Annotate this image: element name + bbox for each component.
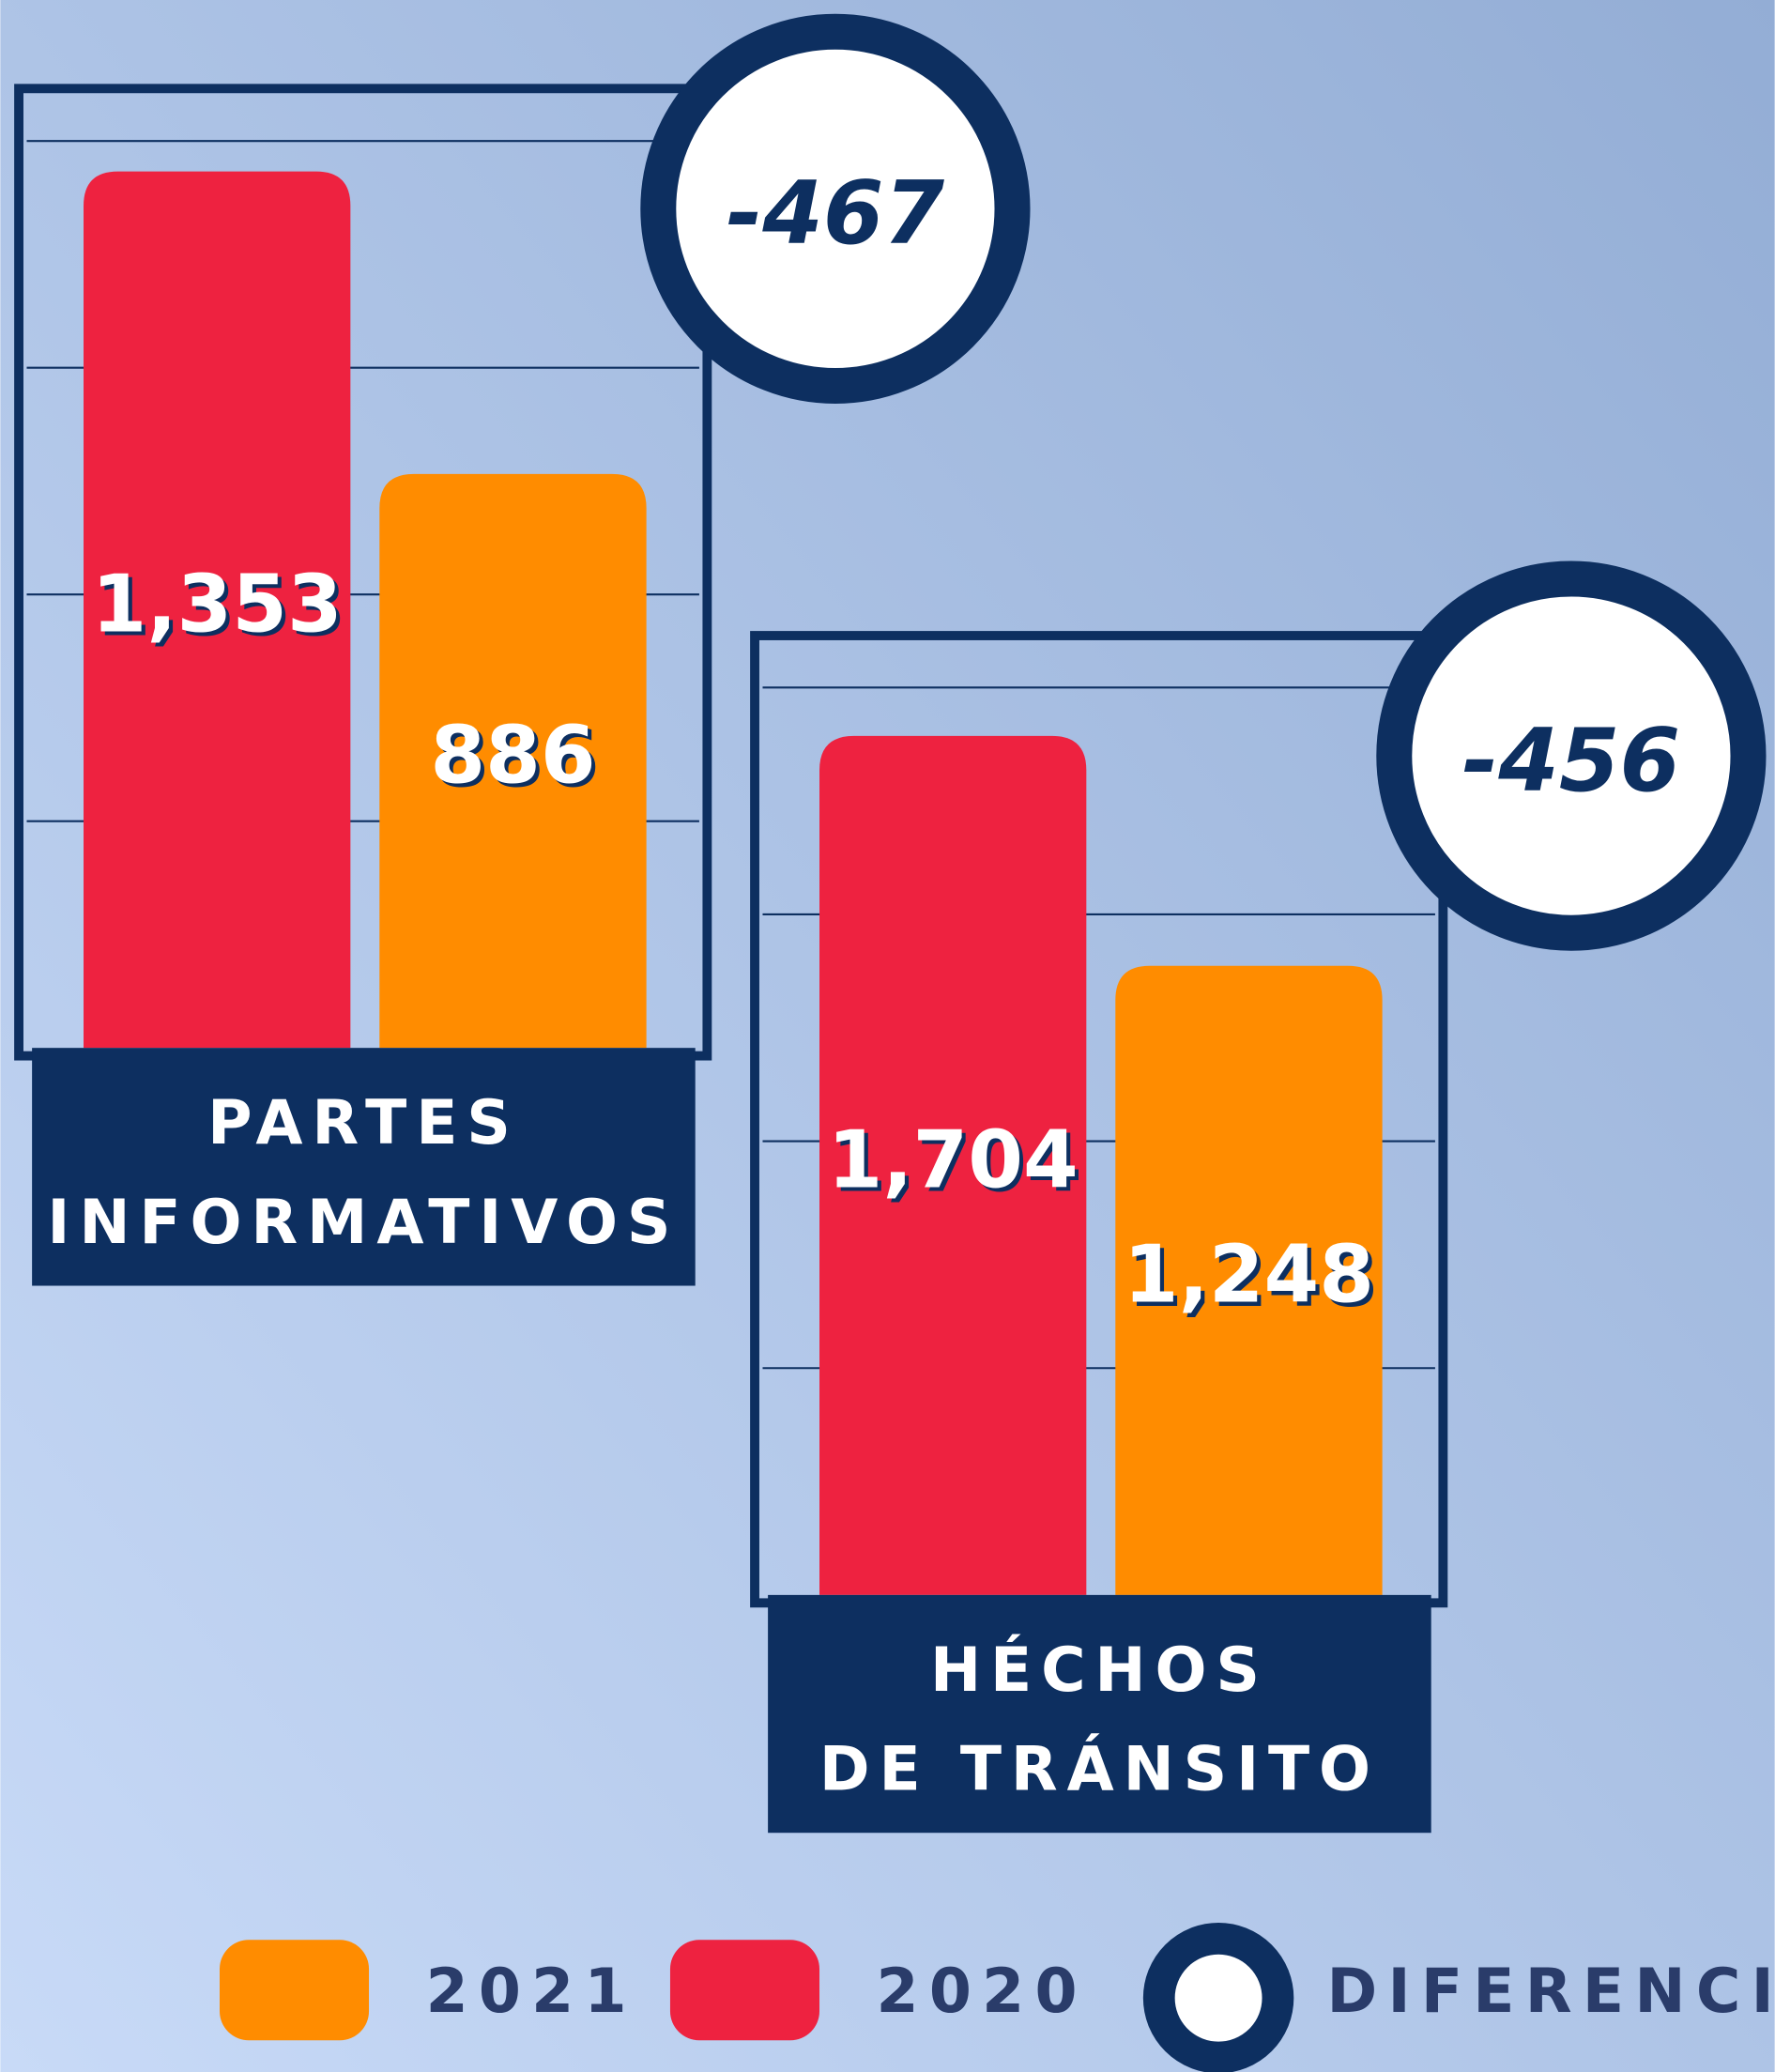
value-label-shadow: 1,704 (832, 1118, 1082, 1210)
legend-swatch (219, 1940, 370, 2041)
difference-label: -456 (1462, 710, 1680, 811)
title-box (768, 1594, 1431, 1834)
bar (819, 735, 1087, 1595)
difference-label: -467 (727, 162, 945, 264)
legend-label: 2020 (877, 1957, 1088, 2027)
chart-title: PARTES (207, 1088, 520, 1159)
bar (379, 473, 647, 1049)
difference-circle (640, 13, 1031, 404)
value-label-shadow: 886 (435, 714, 600, 806)
value-label: 886 (430, 709, 595, 801)
value-label: 1,353 (92, 558, 343, 650)
legend-label: 2021 (426, 1957, 637, 2027)
title-box (32, 1048, 696, 1286)
legend-swatch (669, 1940, 820, 2041)
value-label: 1,704 (828, 1113, 1079, 1205)
bar (1115, 965, 1383, 1595)
value-label-shadow: 1,353 (96, 562, 346, 654)
value-label: 1,248 (1124, 1229, 1374, 1321)
chart-title: HÉCHOS (930, 1635, 1269, 1706)
value-label-shadow: 1,248 (1127, 1233, 1378, 1325)
difference-circle (1376, 560, 1767, 951)
chart-title: INFORMATIVOS (47, 1188, 680, 1258)
bar (84, 171, 351, 1049)
chart-title: DE TRÁNSITO (819, 1733, 1380, 1804)
legend-swatch (1142, 1922, 1294, 2072)
legend-label: DIFERENCIA (1327, 1957, 1775, 2027)
